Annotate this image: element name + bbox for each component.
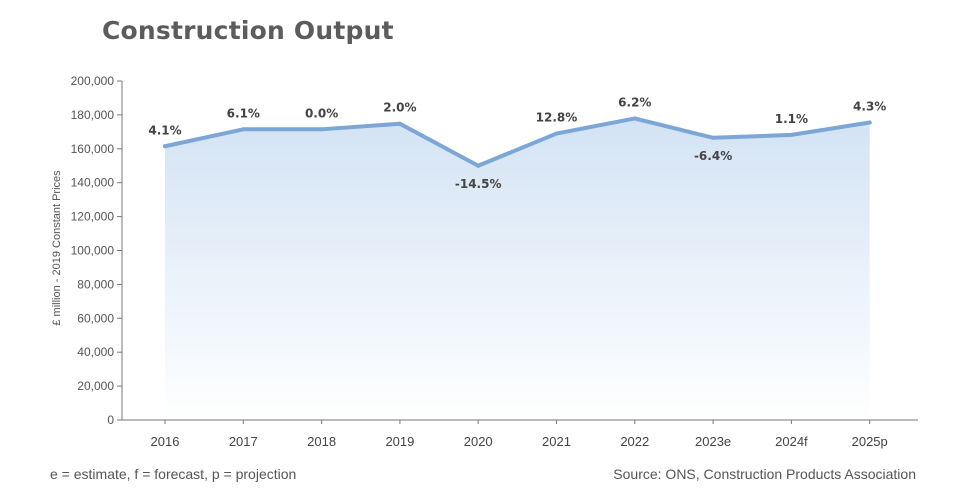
data-label: -14.5% (455, 177, 502, 191)
x-tick-label: 2022 (620, 434, 649, 449)
x-tick-label: 2018 (307, 434, 336, 449)
y-axis-label: £ million - 2019 Constant Prices (51, 170, 63, 326)
y-tick-label: 180,000 (71, 108, 115, 122)
data-point (789, 132, 794, 137)
data-point (319, 127, 324, 132)
series-line (163, 116, 872, 168)
data-label: 0.0% (305, 106, 338, 120)
footnote: e = estimate, f = forecast, p = projecti… (50, 466, 297, 482)
data-point (163, 144, 167, 149)
data-point (632, 116, 637, 121)
y-tick-label: 120,000 (71, 210, 115, 224)
y-tick-label: 40,000 (77, 345, 114, 359)
x-tick-label: 2020 (464, 434, 493, 449)
y-tick-label: 140,000 (71, 176, 115, 190)
x-tick-label: 2025p (852, 434, 888, 449)
area-fill (165, 118, 870, 420)
data-point (241, 127, 246, 132)
data-point (397, 121, 402, 126)
x-tick-label: 2021 (542, 434, 571, 449)
y-tick-label: 100,000 (71, 244, 115, 258)
data-label: 2.0% (383, 101, 416, 115)
chart-title: Construction Output (102, 16, 394, 45)
data-label: 6.2% (618, 95, 651, 109)
data-point (867, 120, 872, 125)
x-tick-label: 2019 (385, 434, 414, 449)
y-tick-label: 0 (107, 413, 114, 427)
y-tick-label: 80,000 (77, 277, 114, 291)
x-tick-label: 2024f (775, 434, 808, 449)
y-tick-label: 200,000 (71, 74, 115, 88)
data-label: 12.8% (536, 111, 578, 125)
x-tick-label: 2017 (229, 434, 258, 449)
y-tick-label: 20,000 (77, 379, 114, 393)
data-label: 6.1% (227, 106, 260, 120)
data-label: 4.3% (853, 100, 886, 114)
data-label: -6.4% (694, 149, 732, 163)
source-note: Source: ONS, Construction Products Assoc… (613, 466, 916, 482)
x-tick-label: 2023e (695, 434, 731, 449)
x-tick-label: 2016 (151, 434, 180, 449)
data-label: 1.1% (775, 112, 808, 126)
y-tick-label: 60,000 (77, 311, 114, 325)
y-tick-label: 160,000 (71, 142, 115, 156)
data-point (476, 163, 481, 168)
data-label: 4.1% (148, 123, 181, 137)
data-point (711, 135, 716, 140)
data-point (554, 131, 559, 136)
